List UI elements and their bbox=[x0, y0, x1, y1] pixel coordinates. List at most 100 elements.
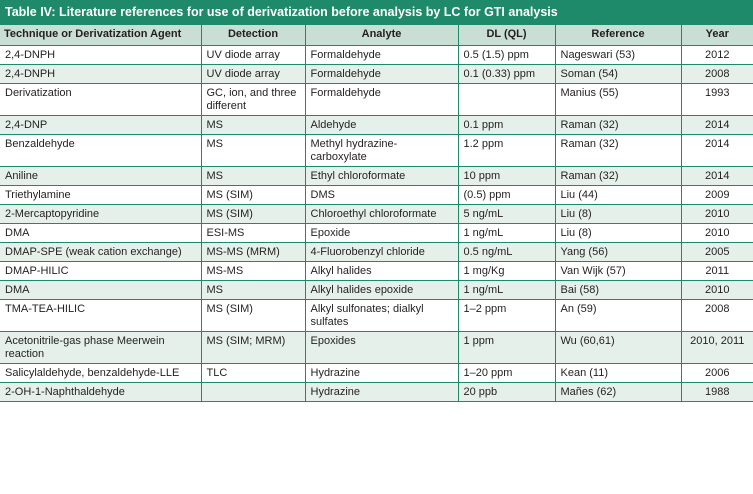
dl-cell: 5 ng/mL bbox=[457, 204, 556, 224]
year-cell: 2010, 2011 bbox=[680, 331, 753, 364]
table-row: DMAP-HILIC MS-MS Alkyl halides 1 mg/Kg Van W… bbox=[0, 261, 753, 281]
detection-cell: UV diode array bbox=[200, 64, 306, 84]
table-row: Triethylamine MS (SIM) DMS (0.5) ppm Liu (44… bbox=[0, 185, 753, 205]
technique-cell: Derivatization bbox=[0, 83, 202, 116]
table-row: 2,4-DNP MS Aldehyde 0.1 ppm Raman (32) 2014 bbox=[0, 115, 753, 135]
reference-cell: Mañes (62) bbox=[554, 382, 682, 402]
reference-cell: An (59) bbox=[554, 299, 682, 332]
year-cell: 2014 bbox=[680, 134, 753, 167]
header-row: Technique or Derivatization Agent Detect… bbox=[0, 24, 753, 46]
technique-cell: 2-OH-1-Naphthaldehyde bbox=[0, 382, 202, 402]
dl-cell: 0.1 ppm bbox=[457, 115, 556, 135]
analyte-cell: Epoxide bbox=[304, 223, 459, 243]
detection-cell: MS (SIM; MRM) bbox=[200, 331, 306, 364]
technique-cell: DMA bbox=[0, 280, 202, 300]
detection-cell: UV diode array bbox=[200, 45, 306, 65]
detection-cell: ESI-MS bbox=[200, 223, 306, 243]
table-row: 2-OH-1-Naphthaldehyde Hydrazine 20 ppb Mañe… bbox=[0, 382, 753, 402]
technique-cell: 2-Mercaptopyridine bbox=[0, 204, 202, 224]
detection-cell: MS (SIM) bbox=[200, 299, 306, 332]
column-header: Analyte bbox=[304, 24, 459, 46]
dl-cell: 1 mg/Kg bbox=[457, 261, 556, 281]
year-cell: 1988 bbox=[680, 382, 753, 402]
reference-cell: Kean (11) bbox=[554, 363, 682, 383]
year-cell: 2010 bbox=[680, 280, 753, 300]
detection-cell bbox=[200, 382, 306, 402]
detection-cell: MS bbox=[200, 134, 306, 167]
technique-cell: Acetonitrile-gas phase Meerwein reaction bbox=[0, 331, 202, 364]
year-cell: 2010 bbox=[680, 204, 753, 224]
reference-cell: Van Wijk (57) bbox=[554, 261, 682, 281]
year-cell: 1993 bbox=[680, 83, 753, 116]
detection-cell: MS (SIM) bbox=[200, 185, 306, 205]
year-cell: 2008 bbox=[680, 64, 753, 84]
column-header: Year bbox=[680, 24, 753, 46]
year-cell: 2012 bbox=[680, 45, 753, 65]
technique-cell: Benzaldehyde bbox=[0, 134, 202, 167]
dl-cell: 20 ppb bbox=[457, 382, 556, 402]
technique-cell: Salicylaldehyde, benzaldehyde-LLE bbox=[0, 363, 202, 383]
detection-cell: MS bbox=[200, 115, 306, 135]
dl-cell: 1–20 ppm bbox=[457, 363, 556, 383]
technique-cell: DMAP-HILIC bbox=[0, 261, 202, 281]
detection-cell: TLC bbox=[200, 363, 306, 383]
technique-cell: DMA bbox=[0, 223, 202, 243]
dl-cell: 10 ppm bbox=[457, 166, 556, 186]
dl-cell: 1.2 ppm bbox=[457, 134, 556, 167]
dl-cell: 1 ng/mL bbox=[457, 223, 556, 243]
reference-cell: Soman (54) bbox=[554, 64, 682, 84]
reference-cell: Liu (44) bbox=[554, 185, 682, 205]
analyte-cell: Alkyl sulfonates; dialkyl sulfates bbox=[304, 299, 459, 332]
analyte-cell: Epoxides bbox=[304, 331, 459, 364]
reference-cell: Nageswari (53) bbox=[554, 45, 682, 65]
year-cell: 2014 bbox=[680, 115, 753, 135]
reference-cell: Liu (8) bbox=[554, 223, 682, 243]
analyte-cell: Alkyl halides bbox=[304, 261, 459, 281]
analyte-cell: Hydrazine bbox=[304, 382, 459, 402]
table-row: Salicylaldehyde, benzaldehyde-LLE TLC Hydr… bbox=[0, 363, 753, 383]
table-row: 2-Mercaptopyridine MS (SIM) Chloroethyl ch… bbox=[0, 204, 753, 224]
table-row: DMAP-SPE (weak cation exchange) MS-MS (MR… bbox=[0, 242, 753, 262]
reference-cell: Yang (56) bbox=[554, 242, 682, 262]
year-cell: 2005 bbox=[680, 242, 753, 262]
dl-cell: 0.5 ng/mL bbox=[457, 242, 556, 262]
year-cell: 2011 bbox=[680, 261, 753, 281]
column-header: Technique or Derivatization Agent bbox=[0, 24, 202, 46]
dl-cell: 0.5 (1.5) ppm bbox=[457, 45, 556, 65]
technique-cell: TMA-TEA-HILIC bbox=[0, 299, 202, 332]
column-header: Reference bbox=[554, 24, 682, 46]
analyte-cell: Chloroethyl chloroformate bbox=[304, 204, 459, 224]
references-table: Technique or Derivatization Agent Detect… bbox=[0, 24, 753, 402]
table-row: DMA MS Alkyl halides epoxide 1 ng/mL Bai (58… bbox=[0, 280, 753, 300]
table-row: Derivatization GC, ion, and three differe… bbox=[0, 83, 753, 116]
reference-cell: Manius (55) bbox=[554, 83, 682, 116]
reference-cell: Raman (32) bbox=[554, 134, 682, 167]
dl-cell: 1 ppm bbox=[457, 331, 556, 364]
table-title: Table IV: Literature references for use … bbox=[0, 0, 753, 24]
dl-cell bbox=[457, 83, 556, 116]
technique-cell: 2,4-DNPH bbox=[0, 45, 202, 65]
analyte-cell: Alkyl halides epoxide bbox=[304, 280, 459, 300]
technique-cell: Triethylamine bbox=[0, 185, 202, 205]
dl-cell: (0.5) ppm bbox=[457, 185, 556, 205]
analyte-cell: Aldehyde bbox=[304, 115, 459, 135]
analyte-cell: Hydrazine bbox=[304, 363, 459, 383]
analyte-cell: Methyl hydrazine-carboxylate bbox=[304, 134, 459, 167]
detection-cell: MS (SIM) bbox=[200, 204, 306, 224]
analyte-cell: Ethyl chloroformate bbox=[304, 166, 459, 186]
table-row: TMA-TEA-HILIC MS (SIM) Alkyl sulfonates; d… bbox=[0, 299, 753, 332]
detection-cell: MS bbox=[200, 166, 306, 186]
table-row: Acetonitrile-gas phase Meerwein reaction… bbox=[0, 331, 753, 364]
table-row: Benzaldehyde MS Methyl hydrazine-carboxyla… bbox=[0, 134, 753, 167]
table-row: 2,4-DNPH UV diode array Formaldehyde 0.1 (0… bbox=[0, 64, 753, 84]
dl-cell: 1 ng/mL bbox=[457, 280, 556, 300]
analyte-cell: Formaldehyde bbox=[304, 83, 459, 116]
column-header: DL (QL) bbox=[457, 24, 556, 46]
year-cell: 2014 bbox=[680, 166, 753, 186]
analyte-cell: Formaldehyde bbox=[304, 45, 459, 65]
table-row: Aniline MS Ethyl chloroformate 10 ppm Raman … bbox=[0, 166, 753, 186]
technique-cell: Aniline bbox=[0, 166, 202, 186]
year-cell: 2008 bbox=[680, 299, 753, 332]
table-row: 2,4-DNPH UV diode array Formaldehyde 0.5 (1… bbox=[0, 45, 753, 65]
